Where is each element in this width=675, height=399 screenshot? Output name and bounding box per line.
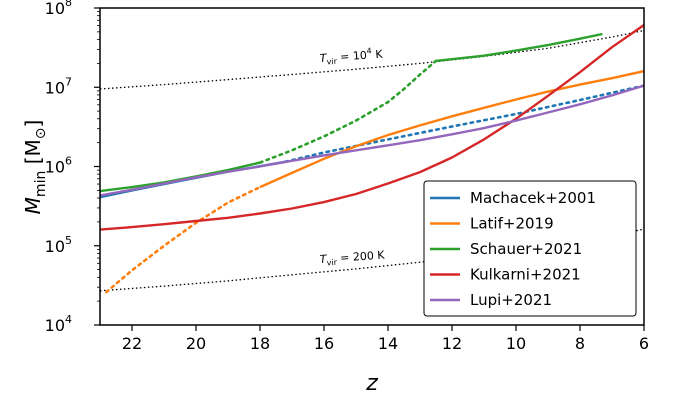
- x-tick-label: 22: [122, 334, 142, 353]
- series-line-latif-2019-dotted: [105, 185, 262, 294]
- y-tick-label: 106: [45, 155, 72, 177]
- legend: Machacek+2001 Latif+2019 Schauer+2021 Kulka…: [423, 180, 637, 317]
- y-tick-label: 107: [45, 75, 72, 97]
- legend-box: [423, 180, 637, 317]
- annotation-tvir-200: Tvir = 200 K: [319, 248, 386, 268]
- legend-label-lupi-2021: Lupi+2021: [470, 291, 552, 309]
- x-tick-label: 12: [442, 334, 462, 353]
- y-axis-title: Mmin [M⊙]: [21, 120, 49, 215]
- legend-label-latif-2019: Latif+2019: [470, 215, 554, 233]
- x-tick-label: 8: [575, 334, 585, 353]
- x-tick-label: 10: [506, 334, 526, 353]
- series-line-schauer-2021-solid2: [435, 32, 603, 63]
- legend-label-machacek-2001: Machacek+2001: [470, 189, 596, 207]
- series-line-latif-2019-solid: [259, 69, 644, 189]
- series-line-machacek-2001-dotted: [284, 84, 644, 163]
- x-tick-label: 6: [639, 334, 649, 353]
- y-tick-label: 104: [45, 313, 72, 335]
- series-line-schauer-2021-solid: [100, 161, 261, 193]
- x-tick-label: 18: [250, 334, 270, 353]
- annotation-tvir-1e4: Tvir = 104 K: [319, 46, 384, 67]
- series-line-lupi-2021-solid: [100, 84, 644, 197]
- reference-line-tvir1e4: [100, 29, 644, 90]
- x-axis: 22 20 18 16 14 12 10 8 6: [122, 325, 649, 353]
- y-axis: 104 105 106 107 108: [45, 0, 100, 335]
- y-tick-label: 105: [45, 234, 72, 256]
- reference-line-tvir200: [100, 228, 644, 292]
- series-line-kulkarni-2021-solid: [100, 24, 644, 231]
- x-axis-title: z: [365, 371, 378, 396]
- x-tick-label: 14: [378, 334, 398, 353]
- x-tick-label: 16: [314, 334, 334, 353]
- plot-lines: [100, 24, 644, 294]
- legend-label-schauer-2021: Schauer+2021: [470, 240, 582, 258]
- y-tick-label: 108: [45, 0, 72, 18]
- x-tick-label: 20: [186, 334, 206, 353]
- legend-label-kulkarni-2021: Kulkarni+2021: [470, 266, 581, 284]
